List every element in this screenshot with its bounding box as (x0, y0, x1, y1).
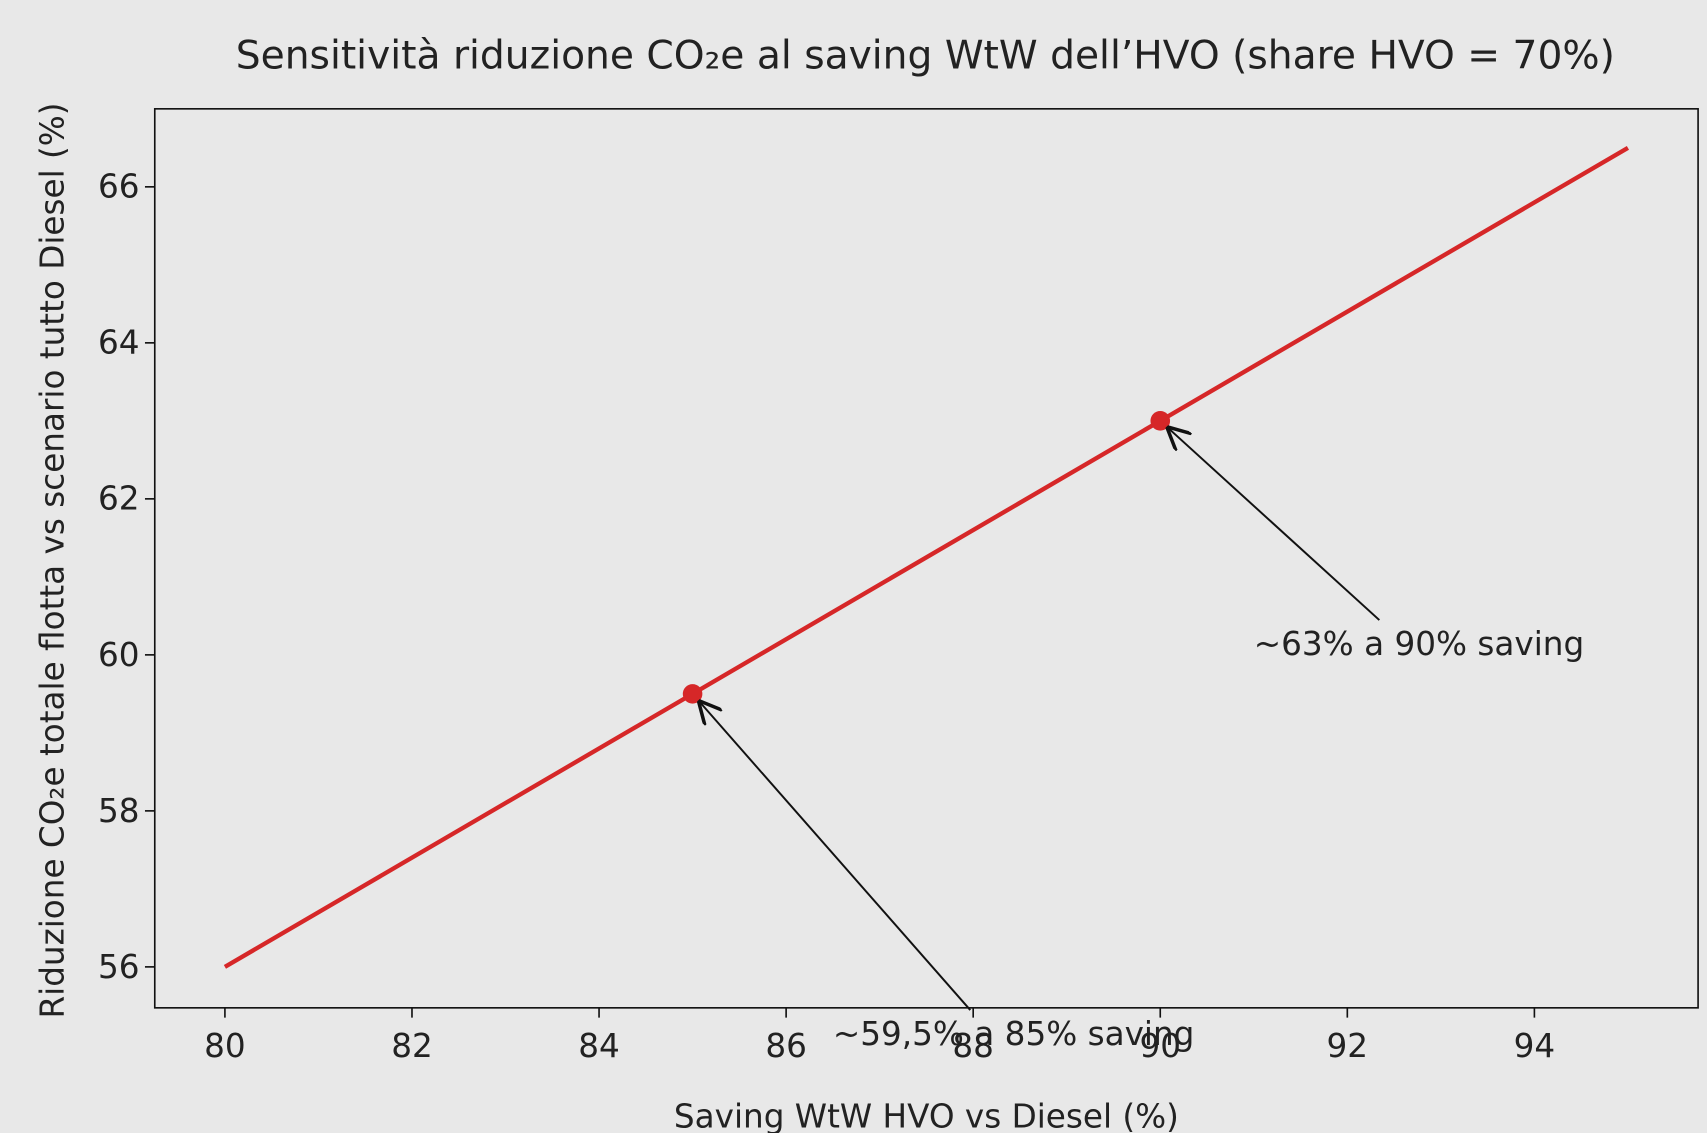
x-tick-label: 90 (1139, 1027, 1181, 1065)
x-axis-label: Saving WtW HVO vs Diesel (%) (674, 1098, 1179, 1133)
x-tick-label: 92 (1327, 1027, 1369, 1065)
x-tick-label: 84 (578, 1027, 620, 1065)
annotation-arrow (1167, 427, 1380, 621)
annotation-text: ~59,5% a 85% saving (833, 1015, 1195, 1053)
y-tick-label: 60 (98, 636, 140, 674)
y-axis-label: Riduzione CO₂e totale flotta vs scenario… (33, 102, 71, 1018)
y-tick-label: 56 (98, 948, 140, 986)
y-tick-label: 58 (98, 792, 140, 830)
x-tick-label: 82 (391, 1027, 433, 1065)
x-tick-label: 80 (204, 1027, 246, 1065)
line (223, 145, 1630, 969)
x-tick-label: 88 (952, 1027, 994, 1065)
annotation-arrow (698, 700, 972, 1011)
y-tick-label: 66 (98, 168, 140, 206)
y-tick-label: 64 (98, 324, 140, 362)
chart-title: Sensitività riduzione CO₂e al saving WtW… (236, 34, 1615, 79)
x-tick-label: 86 (765, 1027, 807, 1065)
y-tick-label: 62 (98, 480, 140, 518)
annotation-text: ~63% a 90% saving (1254, 625, 1584, 663)
x-tick-label: 94 (1514, 1027, 1556, 1065)
